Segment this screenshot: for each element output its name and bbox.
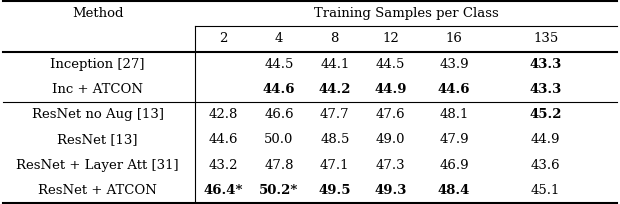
Text: 8: 8 bbox=[330, 32, 339, 45]
Text: 50.2*: 50.2* bbox=[259, 184, 299, 197]
Text: 46.6: 46.6 bbox=[264, 108, 294, 121]
Text: 46.4*: 46.4* bbox=[203, 184, 243, 197]
Text: Method: Method bbox=[72, 7, 123, 20]
Text: ResNet + ATCON: ResNet + ATCON bbox=[38, 184, 157, 197]
Text: 45.2: 45.2 bbox=[529, 108, 562, 121]
Text: 44.5: 44.5 bbox=[264, 58, 294, 71]
Text: 48.1: 48.1 bbox=[440, 108, 469, 121]
Text: 43.3: 43.3 bbox=[529, 83, 562, 96]
Text: 47.3: 47.3 bbox=[376, 159, 405, 172]
Text: 45.1: 45.1 bbox=[531, 184, 560, 197]
Text: 48.5: 48.5 bbox=[320, 133, 350, 146]
Text: Inception [27]: Inception [27] bbox=[50, 58, 145, 71]
Text: 46.9: 46.9 bbox=[440, 159, 469, 172]
Text: Inc + ATCON: Inc + ATCON bbox=[52, 83, 143, 96]
Text: 47.1: 47.1 bbox=[320, 159, 350, 172]
Text: 42.8: 42.8 bbox=[208, 108, 238, 121]
Text: 16: 16 bbox=[446, 32, 463, 45]
Text: 44.5: 44.5 bbox=[376, 58, 405, 71]
Text: 4: 4 bbox=[275, 32, 283, 45]
Text: 49.0: 49.0 bbox=[376, 133, 405, 146]
Text: 44.9: 44.9 bbox=[374, 83, 407, 96]
Text: 44.6: 44.6 bbox=[208, 133, 238, 146]
Text: 43.2: 43.2 bbox=[208, 159, 238, 172]
Text: 43.9: 43.9 bbox=[440, 58, 469, 71]
Text: ResNet + Layer Att [31]: ResNet + Layer Att [31] bbox=[16, 159, 179, 172]
Text: 48.4: 48.4 bbox=[438, 184, 471, 197]
Text: 2: 2 bbox=[219, 32, 228, 45]
Text: Training Samples per Class: Training Samples per Class bbox=[314, 7, 498, 20]
Text: 47.9: 47.9 bbox=[440, 133, 469, 146]
Text: 135: 135 bbox=[533, 32, 558, 45]
Text: 43.6: 43.6 bbox=[531, 159, 560, 172]
Text: 12: 12 bbox=[382, 32, 399, 45]
Text: 47.6: 47.6 bbox=[376, 108, 405, 121]
Text: 44.2: 44.2 bbox=[319, 83, 351, 96]
Text: 44.1: 44.1 bbox=[320, 58, 350, 71]
Text: 49.3: 49.3 bbox=[374, 184, 407, 197]
Text: 49.5: 49.5 bbox=[319, 184, 351, 197]
Text: 44.6: 44.6 bbox=[438, 83, 471, 96]
Text: ResNet [13]: ResNet [13] bbox=[58, 133, 138, 146]
Text: 47.7: 47.7 bbox=[320, 108, 350, 121]
Text: 43.3: 43.3 bbox=[529, 58, 562, 71]
Text: ResNet no Aug [13]: ResNet no Aug [13] bbox=[32, 108, 164, 121]
Text: 44.9: 44.9 bbox=[531, 133, 560, 146]
Text: 44.6: 44.6 bbox=[263, 83, 295, 96]
Text: 50.0: 50.0 bbox=[264, 133, 294, 146]
Text: 47.8: 47.8 bbox=[264, 159, 294, 172]
